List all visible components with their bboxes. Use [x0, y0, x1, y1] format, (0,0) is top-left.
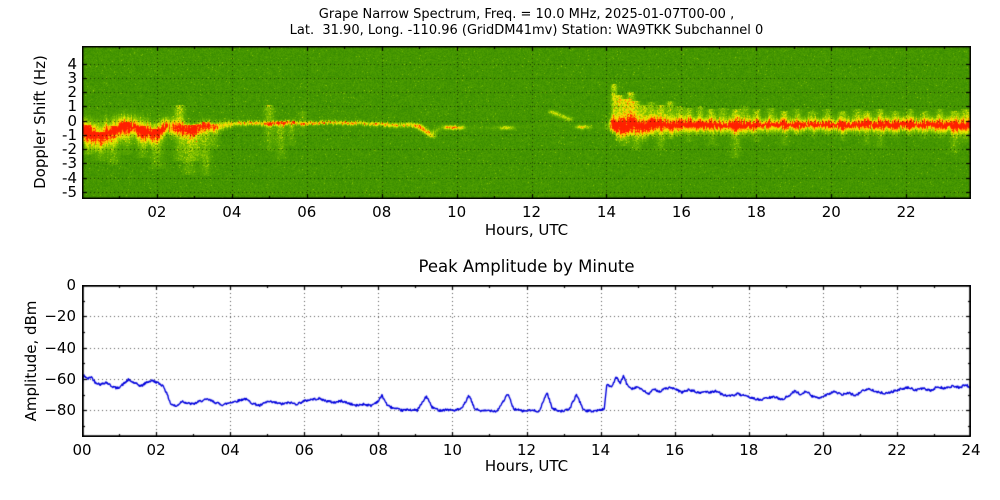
- amp-xtick-label: 02: [146, 441, 166, 459]
- amp-ytick-label: −60: [44, 370, 76, 389]
- amp-xtick-label: 12: [516, 441, 537, 459]
- spectrogram-xlabel: Hours, UTC: [484, 221, 569, 239]
- amplitude-line-plot: [82, 285, 971, 437]
- amp-xtick-label: 04: [220, 441, 240, 459]
- spec-ytick-label: -3: [62, 154, 77, 173]
- amp-xtick-label: 08: [368, 441, 388, 459]
- spec-ytick-label: 0: [67, 111, 77, 130]
- spectrogram-title: Grape Narrow Spectrum, Freq. = 10.0 MHz,…: [82, 7, 971, 39]
- spec-xtick-label: 22: [896, 203, 916, 221]
- amp-xtick-label: 00: [72, 441, 92, 459]
- spec-xtick-label: 08: [372, 203, 392, 221]
- spec-ytick-label: 3: [67, 69, 77, 88]
- spec-xtick-label: 10: [447, 203, 467, 221]
- spec-ytick-label: 1: [67, 97, 77, 116]
- spec-ytick-label: -2: [62, 140, 77, 159]
- spectrogram-title-line2: Lat. 31.90, Long. -110.96 (GridDM41mv) S…: [289, 23, 764, 38]
- spec-xtick-label: 16: [671, 203, 691, 221]
- spec-ytick-label: 4: [67, 54, 77, 73]
- amp-ytick-label: −20: [44, 307, 76, 326]
- spec-xtick-label: 04: [222, 203, 242, 221]
- amp-ytick-label: −80: [44, 401, 76, 420]
- amp-xtick-label: 10: [442, 441, 462, 459]
- spec-xtick-label: 06: [297, 203, 317, 221]
- spec-xtick-label: 14: [596, 203, 617, 221]
- amp-xtick-label: 18: [739, 441, 759, 459]
- spectrogram-title-line1: Grape Narrow Spectrum, Freq. = 10.0 MHz,…: [318, 7, 735, 22]
- spec-xtick-label: 18: [746, 203, 766, 221]
- spec-ytick-label: -1: [62, 125, 77, 144]
- spec-ytick-label: -5: [62, 182, 77, 201]
- amp-ytick-label: −40: [44, 338, 76, 357]
- amp-xtick-label: 20: [813, 441, 833, 459]
- amplitude-title: Peak Amplitude by Minute: [418, 257, 635, 276]
- spec-ytick-label: -4: [62, 168, 77, 187]
- spec-xtick-label: 12: [522, 203, 542, 221]
- spec-xtick-label: 02: [147, 203, 167, 221]
- amplitude-ylabel: Amplitude, dBm: [22, 300, 40, 422]
- amp-xtick-label: 06: [294, 441, 314, 459]
- amp-ytick-label: 0: [66, 276, 76, 294]
- amp-xtick-label: 24: [961, 441, 981, 459]
- spectrogram-ylabel: Doppler Shift (Hz): [31, 55, 49, 189]
- amplitude-xlabel: Hours, UTC: [484, 457, 569, 475]
- amp-xtick-label: 22: [887, 441, 907, 459]
- amp-xtick-label: 16: [665, 441, 685, 459]
- spec-ytick-label: 2: [67, 83, 77, 102]
- spec-xtick-label: 20: [821, 203, 841, 221]
- spectrogram-heatmap: [82, 46, 971, 199]
- amp-xtick-label: 14: [591, 441, 611, 459]
